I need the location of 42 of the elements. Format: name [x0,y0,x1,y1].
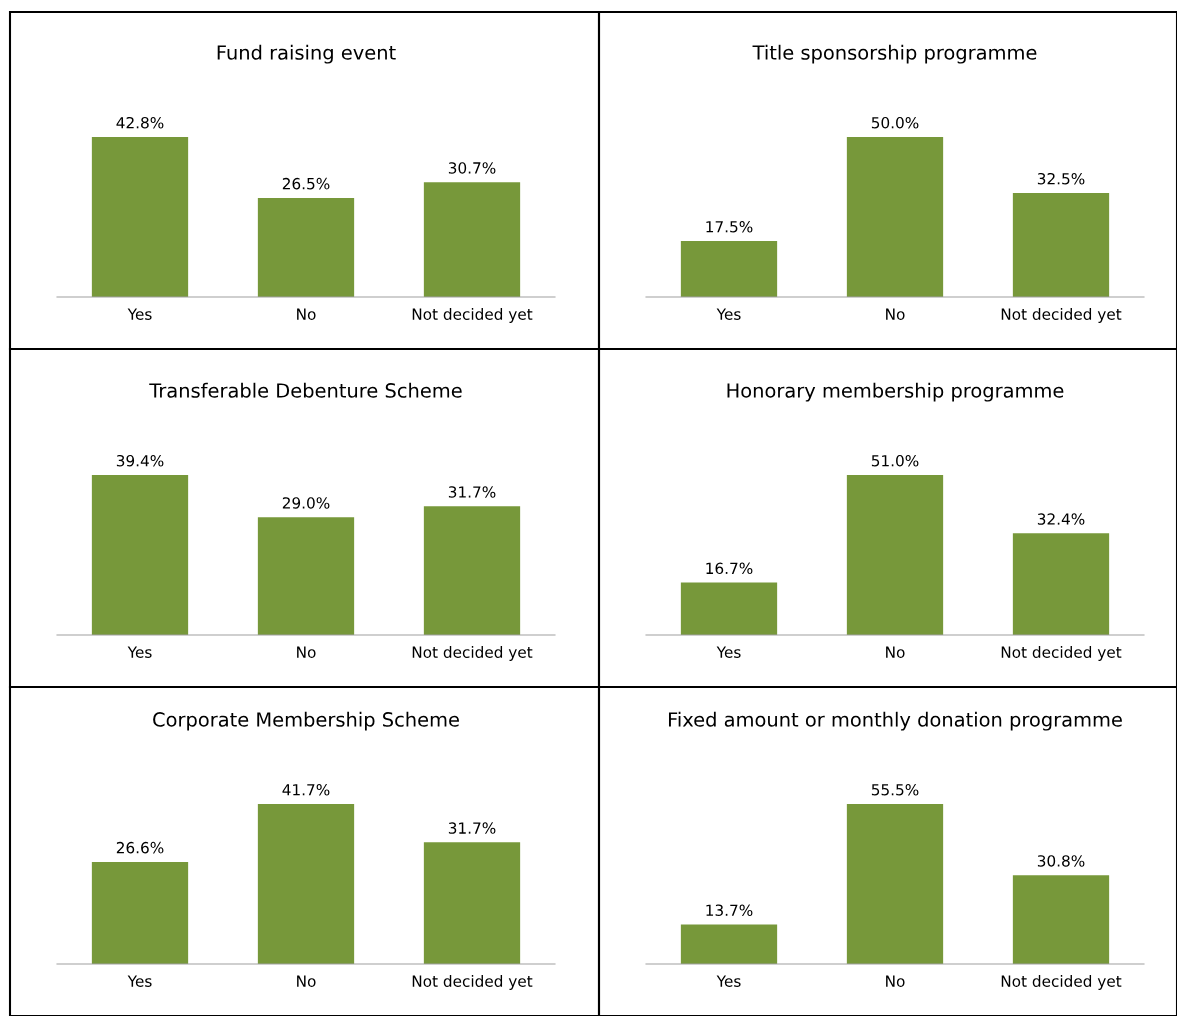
chart-title: Honorary membership programme [727,382,1064,402]
x-tick-label: Yes [127,308,152,320]
data-label: 26.5% [282,177,330,190]
x-tick-label: Not decided yet [412,308,533,323]
data-label: 17.5% [706,220,753,233]
x-tick-label: No [886,975,905,987]
x-tick-label: Yes [127,646,152,658]
data-label: 31.7% [448,822,496,834]
data-label: 39.4% [116,454,164,467]
x-tick-label: No [886,646,905,658]
data-label: 32.5% [1037,172,1085,185]
x-tick-label: Yes [127,975,152,987]
x-tick-label: Not decided yet [1001,975,1122,990]
data-label: 13.7% [706,904,753,916]
chart-title: Corporate Membership Scheme [153,711,459,731]
data-label: 51.0% [871,454,919,467]
chart-title: Transferable Debenture Scheme [149,382,462,398]
data-label: 55.5% [871,783,919,796]
x-tick-label: Not decided yet [1001,308,1122,323]
x-tick-label: No [297,975,316,987]
data-label: 50.0% [871,116,919,129]
chart-title: Fund raising event [217,44,396,64]
data-label: 41.7% [282,783,330,796]
data-label: 16.7% [706,562,753,575]
chart-title: Fixed amount or monthly donation programme [668,711,1122,731]
x-tick-label: Not decided yet [1001,646,1122,661]
data-label: 32.4% [1037,513,1085,525]
chart-title: Title sponsorship programme [752,44,1037,64]
x-tick-label: Not decided yet [412,975,533,990]
x-tick-label: Yes [716,308,741,320]
x-tick-label: No [297,646,316,658]
x-tick-label: Yes [716,975,741,987]
x-tick-label: Yes [716,646,741,658]
data-label: 26.6% [116,841,164,854]
x-tick-label: Not decided yet [412,646,533,661]
data-label: 31.7% [448,486,496,498]
data-label: 42.8% [116,116,164,129]
data-label: 29.0% [282,497,330,509]
data-label: 30.8% [1037,855,1085,867]
x-tick-label: No [297,308,316,320]
x-tick-label: No [886,308,905,320]
data-label: 30.7% [448,162,496,174]
